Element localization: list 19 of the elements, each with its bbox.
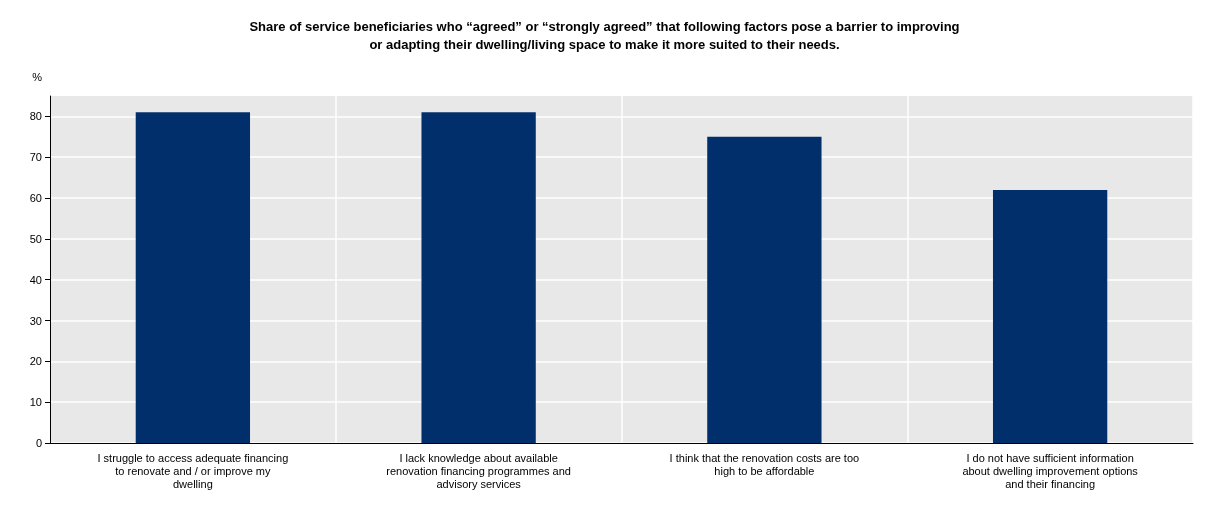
y-tick-label: 30 xyxy=(29,314,42,327)
bar xyxy=(707,136,822,443)
y-tick-label: 70 xyxy=(29,151,42,164)
y-tick-label: 50 xyxy=(29,232,42,245)
x-tick-label: I think that the renovation costs are too high to be affordable xyxy=(669,451,860,477)
x-tick-label: I lack knowledge about available renovation financing programmes and advisory services xyxy=(386,451,571,490)
bar xyxy=(135,112,251,443)
y-tick-label: 60 xyxy=(29,192,42,205)
x-tick-label: I do not have sufficient information about dwelling improvement options and their financing xyxy=(962,451,1139,490)
bar xyxy=(992,189,1108,443)
bar xyxy=(421,112,536,443)
y-tick-label: 80 xyxy=(29,110,42,123)
y-axis-title: % xyxy=(32,70,43,83)
y-tick-label: 40 xyxy=(29,273,42,286)
y-tick-label: 0 xyxy=(35,437,42,449)
y-tick-label: 20 xyxy=(29,355,42,368)
x-tick-label: I struggle to access adequate financing to renovate and / or improve my dwelling xyxy=(97,451,289,490)
chart-title: Share of service beneficiaries who “agreed” or “strongly agreed” that following factors pose a barrier to improving or adapting their dwelling/living space to make it more suited to their needs. xyxy=(249,18,960,52)
y-tick-label: 10 xyxy=(29,396,42,409)
